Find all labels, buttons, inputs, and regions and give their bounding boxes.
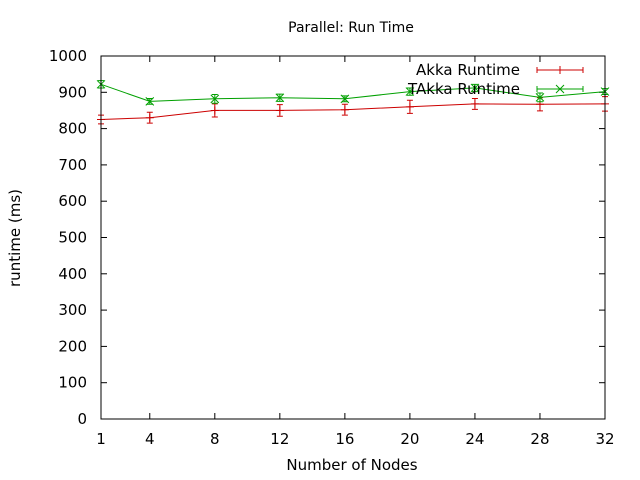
y-tick-label: 600 [58,192,87,210]
data-point-marker [210,106,219,115]
y-tick-label: 300 [58,301,87,319]
x-tick-label: 24 [465,430,484,448]
x-tick-label: 8 [210,430,220,448]
plot-area-frame [100,55,606,420]
data-point-marker [210,94,220,104]
x-tick-label: 4 [145,430,155,448]
data-point-marker [556,66,564,74]
y-tick-label: 100 [58,374,87,392]
x-tick-label: 12 [270,430,289,448]
y-tick-label: 1000 [49,47,87,65]
y-tick-label: 400 [58,265,87,283]
x-axis-label: Number of Nodes [286,456,417,474]
y-tick-label: 900 [58,83,87,101]
data-point-marker [470,83,480,93]
series-akka-runtime [97,96,609,125]
x-tick-label: 20 [400,430,419,448]
y-tick-label: 500 [58,229,87,247]
data-point-marker [470,99,479,108]
series-line [100,103,606,120]
data-point-marker [555,84,565,94]
x-tick-label: 28 [530,430,549,448]
data-point-marker [145,113,154,122]
x-axis-ticks: 1 4 8 12 16 20 24 28 32 [96,56,615,448]
x-tick-label: 1 [96,430,106,448]
data-point-marker [275,93,285,103]
x-tick-label: 32 [595,430,614,448]
data-point-marker [275,106,284,115]
series-layer [96,79,610,125]
y-tick-label: 700 [58,156,87,174]
y-tick-label: 0 [77,410,87,428]
y-tick-label: 800 [58,120,87,138]
data-point-marker [340,94,350,104]
y-axis-label: runtime (ms) [6,189,24,287]
series-line [100,83,606,102]
chart-title: Parallel: Run Time [288,20,414,36]
y-tick-label: 200 [58,337,87,355]
legend-label: TAkka Runtime [407,80,520,98]
series-takka-runtime [96,79,610,106]
legend-label: Akka Runtime [416,61,520,79]
data-point-marker [405,102,414,111]
data-point-marker [535,93,545,102]
y-axis-ticks: 0 100 200 300 400 500 600 700 800 900 1000 [49,47,605,428]
data-point-marker [405,87,415,96]
x-tick-label: 16 [335,430,354,448]
data-point-marker [340,105,349,114]
data-point-marker [145,97,155,106]
